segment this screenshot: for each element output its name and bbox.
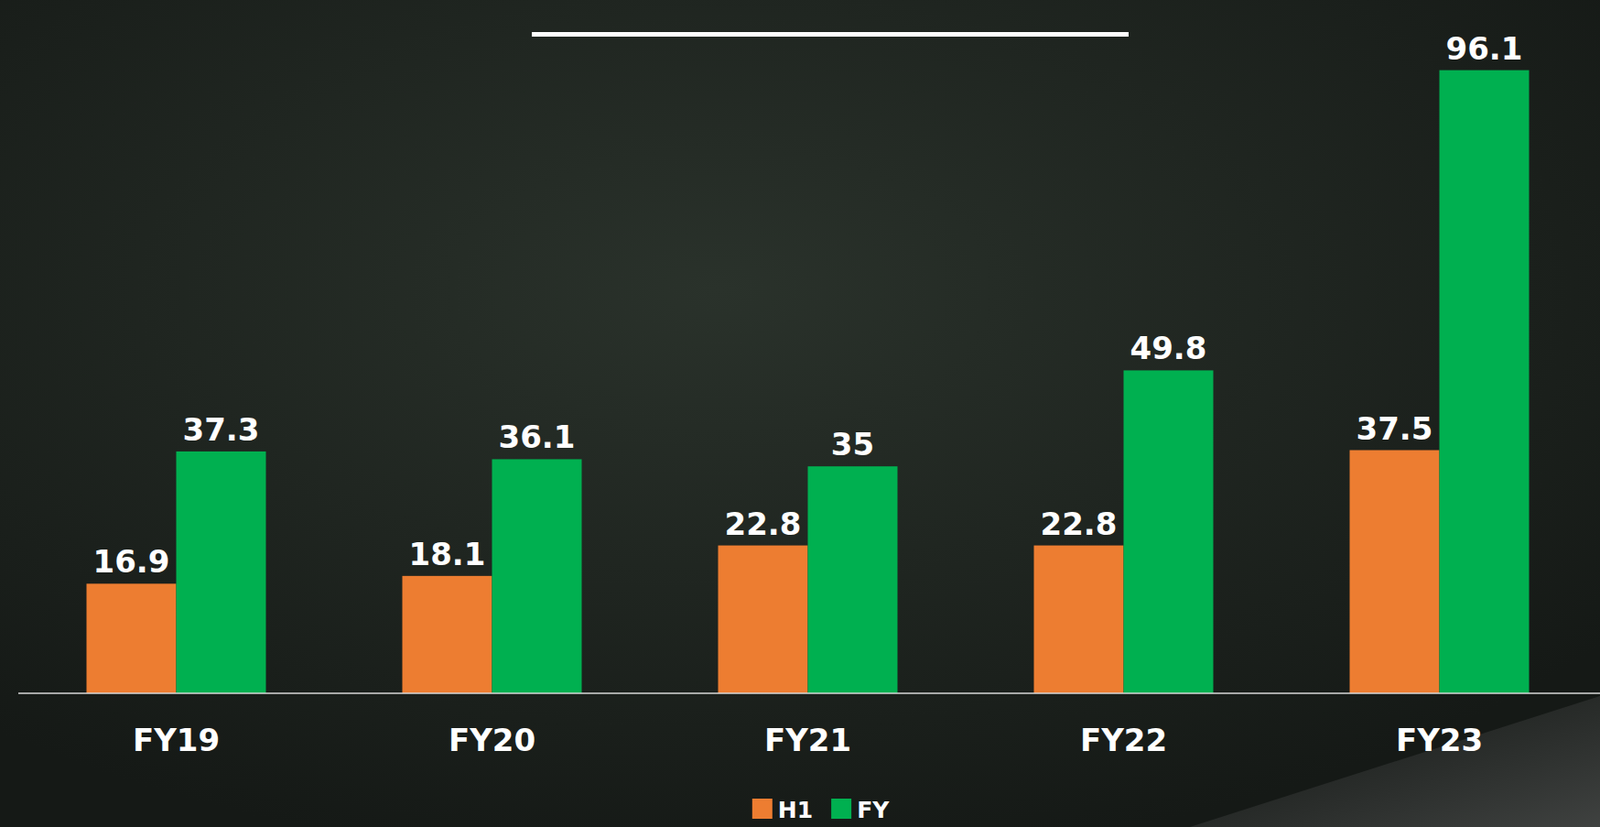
- bar: [1439, 70, 1530, 693]
- data-label: 16.9: [93, 542, 171, 580]
- data-label: 36.1: [498, 418, 576, 455]
- bars: [86, 70, 1530, 693]
- bar: [86, 583, 177, 693]
- bar: [176, 451, 267, 693]
- data-label: 22.8: [724, 505, 802, 542]
- chart: 16.9 18.1 22.8 22.8 37.5 37.3 36.1 35 49.8 96.1 FY…: [0, 0, 1600, 827]
- x-tick-label: FY22: [1080, 721, 1168, 758]
- background-road: [1189, 695, 1600, 827]
- x-tick-label: FY23: [1395, 721, 1483, 758]
- data-label: 37.5: [1356, 410, 1434, 447]
- data-label: 35: [831, 425, 875, 463]
- data-labels: 16.9 18.1 22.8 22.8 37.5 37.3 36.1 35 49.8 96.1: [93, 30, 1524, 581]
- background: [0, 0, 1600, 827]
- bar: [402, 575, 493, 693]
- x-tick-label: FY21: [764, 721, 852, 758]
- x-tick-label: FY19: [132, 721, 220, 758]
- bar: [1350, 450, 1440, 694]
- x-axis-line: [18, 691, 1600, 694]
- x-tick-label: FY20: [448, 721, 536, 758]
- bar: [1034, 545, 1125, 693]
- title-underline: [531, 32, 1129, 37]
- legend-swatch: [752, 798, 773, 819]
- legend-swatch: [831, 798, 852, 819]
- bar: [1124, 369, 1214, 693]
- data-label: 49.8: [1130, 329, 1208, 367]
- bar: [492, 458, 583, 693]
- bar: [718, 545, 809, 693]
- data-label: 18.1: [409, 535, 487, 573]
- legend: H1 FY: [752, 796, 890, 823]
- data-label: 37.3: [183, 410, 260, 448]
- data-label: 22.8: [1040, 505, 1118, 542]
- data-label: 96.1: [1446, 30, 1524, 67]
- legend-label: H1: [778, 796, 813, 823]
- bar: [808, 465, 898, 693]
- legend-label: FY: [856, 796, 890, 823]
